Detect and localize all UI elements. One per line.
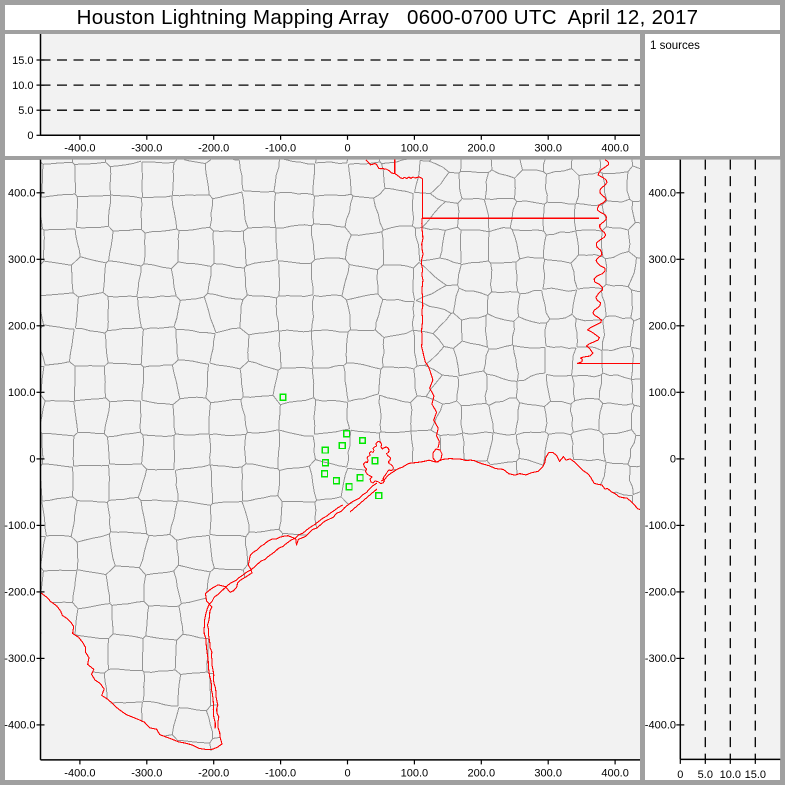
svg-text:100.0: 100.0 xyxy=(648,387,676,399)
svg-text:-400.0: -400.0 xyxy=(64,143,95,155)
svg-text:5.0: 5.0 xyxy=(18,105,33,117)
svg-text:200.0: 200.0 xyxy=(468,767,496,779)
svg-text:-400.0: -400.0 xyxy=(64,767,95,779)
svg-text:400.0: 400.0 xyxy=(8,188,36,200)
svg-text:-300.0: -300.0 xyxy=(645,653,676,665)
svg-text:15.0: 15.0 xyxy=(745,769,766,781)
svg-text:-100.0: -100.0 xyxy=(265,143,296,155)
svg-text:-100.0: -100.0 xyxy=(265,767,296,779)
svg-text:-300.0: -300.0 xyxy=(4,653,35,665)
svg-text:300.0: 300.0 xyxy=(534,143,562,155)
svg-text:15.0: 15.0 xyxy=(12,55,33,67)
svg-text:200.0: 200.0 xyxy=(8,321,36,333)
svg-text:1 sources: 1 sources xyxy=(650,40,700,52)
svg-text:200.0: 200.0 xyxy=(648,321,676,333)
svg-text:400.0: 400.0 xyxy=(648,188,676,200)
svg-text:-300.0: -300.0 xyxy=(131,143,162,155)
svg-text:300.0: 300.0 xyxy=(648,254,676,266)
svg-text:-200.0: -200.0 xyxy=(645,587,676,599)
svg-text:200.0: 200.0 xyxy=(468,143,496,155)
svg-text:-100.0: -100.0 xyxy=(4,520,35,532)
svg-text:-400.0: -400.0 xyxy=(645,720,676,732)
svg-text:0: 0 xyxy=(29,454,35,466)
svg-text:100.0: 100.0 xyxy=(401,143,429,155)
svg-text:100.0: 100.0 xyxy=(8,387,36,399)
svg-text:5.0: 5.0 xyxy=(698,769,713,781)
svg-text:0: 0 xyxy=(677,769,683,781)
svg-text:-200.0: -200.0 xyxy=(198,143,229,155)
svg-text:10.0: 10.0 xyxy=(12,80,33,92)
svg-text:-100.0: -100.0 xyxy=(645,520,676,532)
svg-text:300.0: 300.0 xyxy=(8,254,36,266)
svg-text:300.0: 300.0 xyxy=(534,767,562,779)
svg-text:0: 0 xyxy=(344,767,350,779)
svg-text:-300.0: -300.0 xyxy=(131,767,162,779)
svg-text:100.0: 100.0 xyxy=(401,767,429,779)
svg-text:-200.0: -200.0 xyxy=(4,587,35,599)
svg-text:400.0: 400.0 xyxy=(601,767,629,779)
svg-text:0: 0 xyxy=(344,143,350,155)
svg-text:0: 0 xyxy=(670,454,676,466)
svg-text:0: 0 xyxy=(27,130,33,142)
svg-text:-200.0: -200.0 xyxy=(198,767,229,779)
svg-text:400.0: 400.0 xyxy=(601,143,629,155)
svg-text:-400.0: -400.0 xyxy=(4,720,35,732)
svg-text:10.0: 10.0 xyxy=(720,769,741,781)
